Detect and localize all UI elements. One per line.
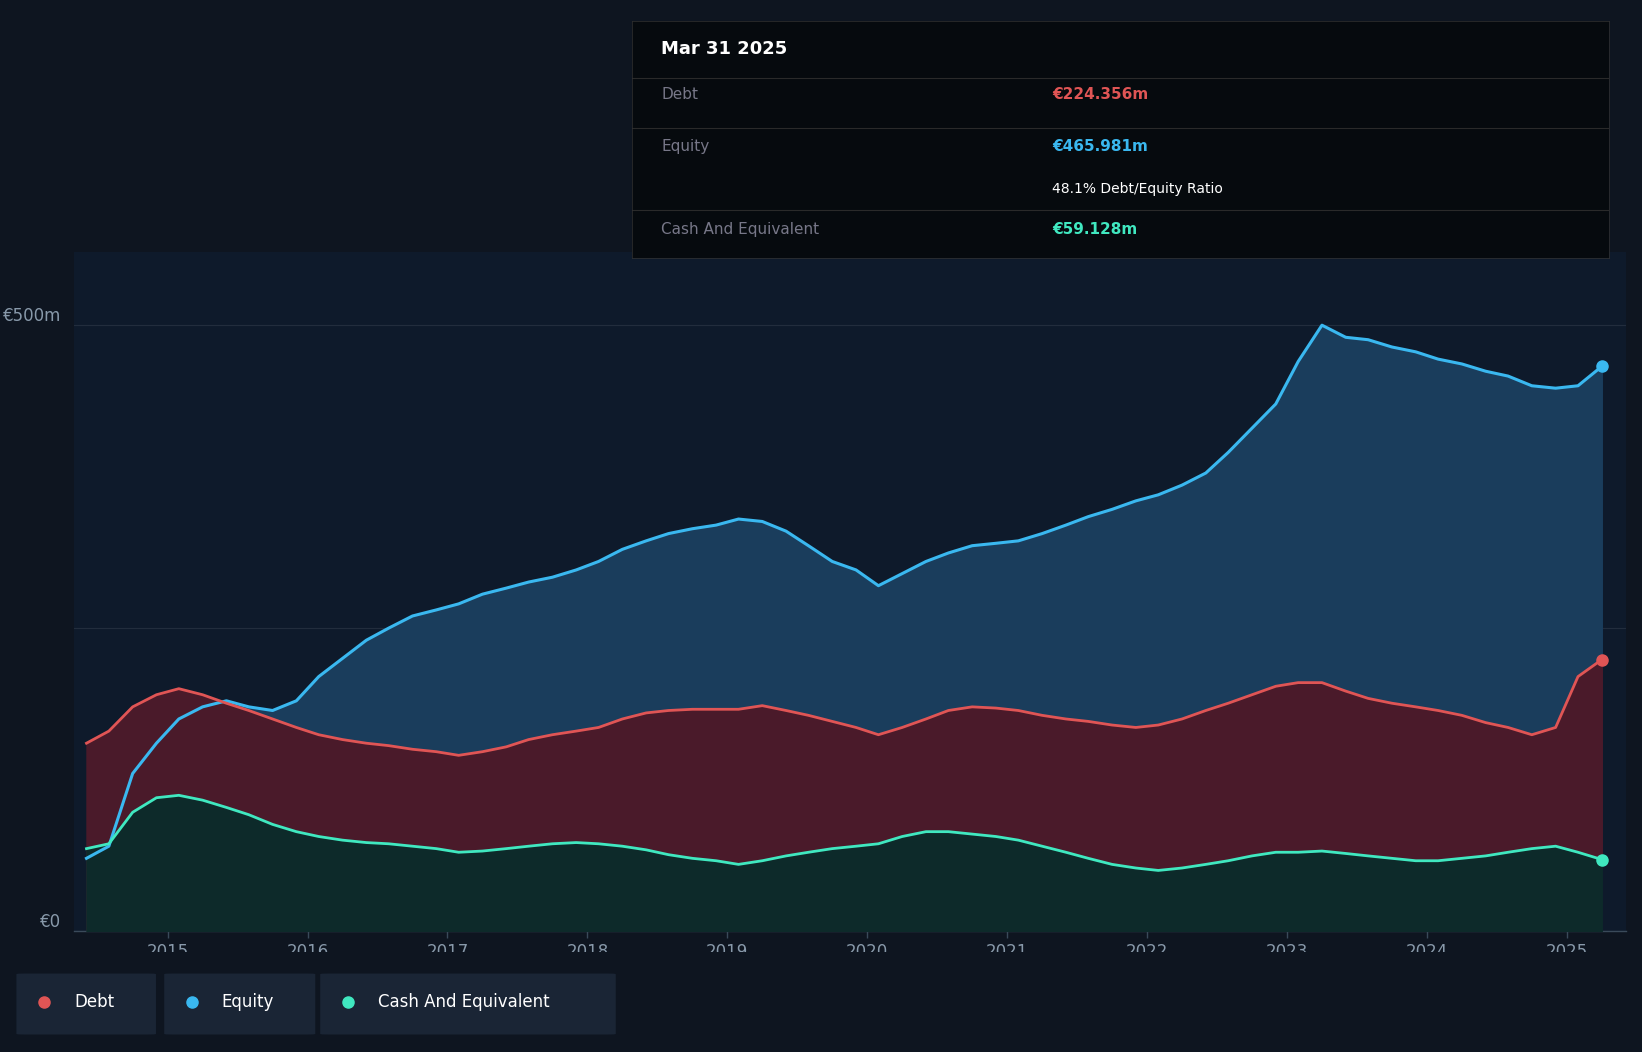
Text: €465.981m: €465.981m bbox=[1053, 139, 1148, 155]
Text: Cash And Equivalent: Cash And Equivalent bbox=[378, 993, 550, 1011]
Text: €59.128m: €59.128m bbox=[1053, 222, 1138, 238]
Text: Equity: Equity bbox=[662, 139, 709, 155]
FancyBboxPatch shape bbox=[164, 973, 315, 1034]
Text: €500m: €500m bbox=[3, 307, 61, 325]
Text: Mar 31 2025: Mar 31 2025 bbox=[662, 40, 788, 58]
Text: Debt: Debt bbox=[662, 87, 698, 102]
Text: Cash And Equivalent: Cash And Equivalent bbox=[662, 222, 819, 238]
Text: 48.1% Debt/Equity Ratio: 48.1% Debt/Equity Ratio bbox=[1053, 182, 1223, 196]
FancyBboxPatch shape bbox=[320, 973, 616, 1034]
FancyBboxPatch shape bbox=[16, 973, 156, 1034]
Text: Debt: Debt bbox=[74, 993, 113, 1011]
Text: €224.356m: €224.356m bbox=[1053, 87, 1148, 102]
Text: Equity: Equity bbox=[222, 993, 274, 1011]
Text: €0: €0 bbox=[41, 913, 61, 931]
